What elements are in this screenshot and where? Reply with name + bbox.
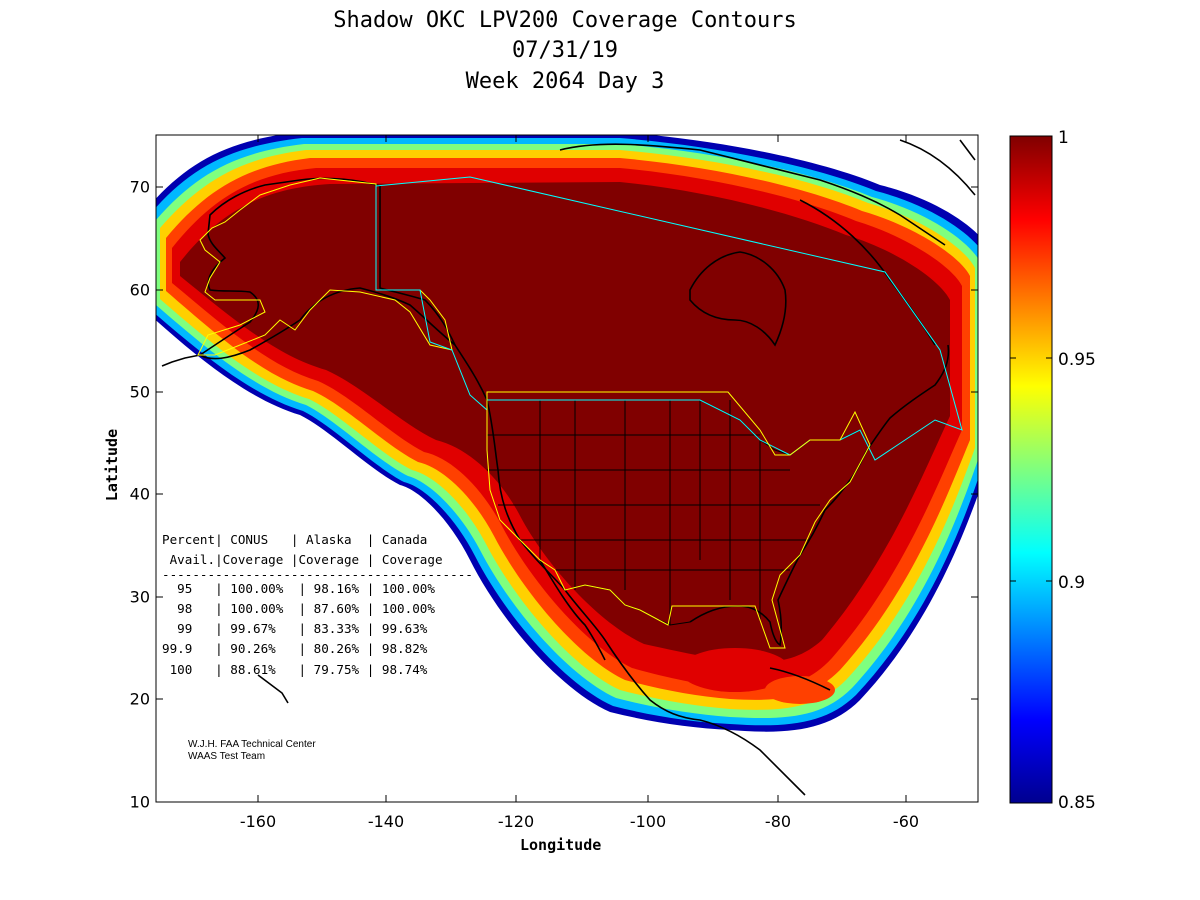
contour-spot-caribbean: [765, 676, 835, 704]
table-header-row-1: Percent| CONUS | Alaska | Canada: [162, 532, 428, 547]
colorbar-tick-label: 0.85: [1058, 793, 1096, 813]
table-row: 95 | 100.00% | 98.16% | 100.00%: [162, 580, 435, 596]
cuba: [769, 667, 831, 691]
chart-week-day: Week 2064 Day 3: [465, 69, 665, 94]
hudson-bay: [689, 251, 787, 347]
y-tick-label: 50: [129, 382, 150, 402]
coverage-table: Percent| CONUS | Alaska | Canada Avail.|…: [162, 530, 473, 680]
hawaii: [257, 674, 289, 704]
state-grid-verticals: [539, 400, 761, 625]
plot-frame: [155, 134, 979, 803]
contour-band-1-00: [180, 182, 950, 663]
alaska-boundary: [197, 177, 453, 356]
colorbar: [1009, 135, 1053, 804]
aleutian-islands: [161, 354, 201, 367]
pacific-coast: [454, 344, 806, 796]
alaska-coastline: [198, 177, 456, 360]
x-axis-label: Longitude: [520, 836, 602, 854]
colorbar-tick-label: 0.95: [1058, 350, 1096, 370]
y-tick-label: 10: [129, 792, 150, 812]
table-rule: ----------------------------------------…: [162, 566, 473, 582]
baja-california: [539, 559, 606, 661]
contour-spot-gulf: [680, 648, 790, 692]
x-tick-label: -120: [497, 812, 535, 831]
y-tick-label: 30: [129, 587, 150, 607]
gulf-coast: [689, 344, 950, 647]
table-header-row-2: Avail.|Coverage |Coverage | Coverage: [162, 552, 443, 568]
y-tick-label: 70: [129, 177, 150, 197]
x-tick-label: -80: [764, 812, 792, 831]
table-row: 100 | 88.61% | 79.75% | 98.74%: [162, 661, 428, 677]
canada-boundary: [375, 176, 963, 461]
chart-title: Shadow OKC LPV200 Coverage Contours: [333, 8, 797, 33]
colorbar-ticks: [1010, 357, 1052, 582]
y-tick-label: 60: [129, 280, 150, 300]
x-tick-label: -160: [239, 812, 277, 831]
table-row: 98 | 100.00% | 87.60% | 100.00%: [162, 600, 435, 616]
x-tick-label: -60: [892, 812, 920, 831]
y-tick-label: 20: [129, 689, 150, 709]
coverage-contours: [156, 135, 978, 732]
canadian-arctic-islands: [559, 143, 946, 246]
axis-ticks: [156, 135, 978, 802]
x-tick-label: -100: [629, 812, 667, 831]
conus-boundary: [486, 391, 871, 649]
table-row: 99.9 | 90.26% | 80.26% | 98.82%: [162, 641, 428, 657]
credit-text: W.J.H. FAA Technical Center WAAS Test Tea…: [188, 739, 316, 763]
colorbar-tick-label: 0.9: [1058, 573, 1086, 593]
state-grid-horizontals: [487, 434, 820, 571]
x-tick-label: -140: [367, 812, 405, 831]
colorbar-tick-label: 1: [1058, 128, 1069, 148]
credit-line-1: W.J.H. FAA Technical Center: [188, 739, 316, 750]
y-axis-label: Latitude: [103, 428, 121, 502]
greenland: [899, 139, 976, 196]
table-row: 99 | 99.67% | 83.33% | 99.63%: [162, 621, 428, 637]
chart-date: 07/31/19: [512, 38, 618, 63]
coverage-boundaries: [197, 176, 963, 649]
y-tick-label: 40: [129, 484, 150, 504]
credit-line-2: WAAS Test Team: [188, 751, 266, 762]
